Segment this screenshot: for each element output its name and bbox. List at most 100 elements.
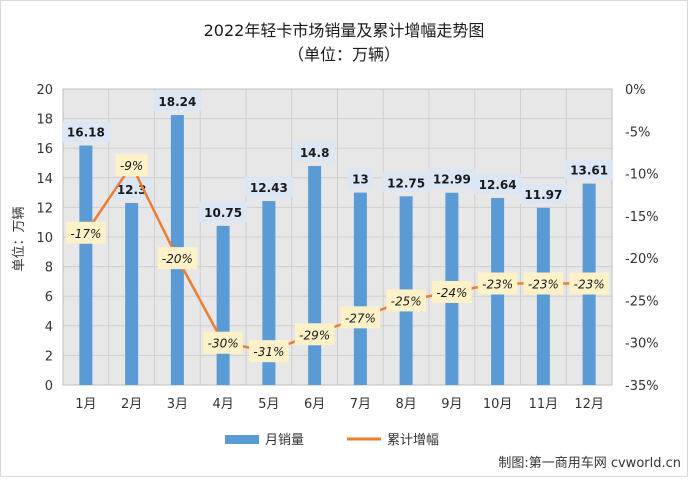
line-series: -17% -9% -20% -30% -31% -29% -27% -25% -24% -23% -… bbox=[66, 154, 609, 363]
bar bbox=[353, 192, 367, 385]
bar-data-label-bg bbox=[473, 173, 522, 194]
bar-data-label-bg bbox=[294, 141, 335, 162]
right-axis: 0% -5% -10% -15% -20% -25% -30% -35% bbox=[625, 83, 659, 394]
x-axis-tick-label: 9月 bbox=[441, 397, 462, 412]
bar-data-label-bg bbox=[244, 177, 293, 198]
line-data-label: -30% bbox=[208, 337, 239, 351]
y-axis-title: 单位：万辆 bbox=[12, 206, 27, 271]
bar bbox=[125, 202, 139, 385]
bar-data-label: 12.99 bbox=[433, 173, 471, 187]
x-axis-tick-label: 1月 bbox=[75, 397, 96, 412]
left-axis-tick-label: 0 bbox=[45, 379, 53, 394]
line-data-label: -24% bbox=[436, 286, 467, 300]
chart-subtitle: （单位：万辆） bbox=[288, 45, 400, 64]
plot-border bbox=[62, 88, 613, 386]
line-data-label: -29% bbox=[299, 328, 330, 342]
bar-data-label-bg bbox=[382, 172, 431, 193]
right-axis-tick-label: -20% bbox=[625, 252, 659, 267]
bar-data-label: 12.3 bbox=[117, 183, 147, 197]
line-data-label: -25% bbox=[391, 294, 422, 308]
bar-data-label: 13 bbox=[352, 173, 369, 187]
left-axis-tick-label: 4 bbox=[45, 320, 53, 335]
line-data-label-bg bbox=[569, 272, 609, 295]
x-axis-tick-label: 10月 bbox=[483, 397, 513, 412]
left-axis-tick-label: 6 bbox=[45, 290, 53, 305]
x-axis-tick-label: 4月 bbox=[212, 397, 233, 412]
x-axis-tick-label: 12月 bbox=[574, 397, 604, 412]
left-axis: 0 2 4 6 8 10 12 14 16 18 20 bbox=[36, 83, 53, 394]
x-axis-tick-label: 8月 bbox=[395, 397, 416, 412]
bar-data-label-bg bbox=[427, 168, 476, 189]
x-axis-tick-label: 3月 bbox=[167, 397, 188, 412]
left-axis-tick-label: 2 bbox=[45, 349, 53, 364]
line-data-label-bg bbox=[157, 247, 198, 270]
left-axis-tick-label: 14 bbox=[36, 172, 53, 187]
bar bbox=[79, 145, 93, 385]
bar-data-label-bg bbox=[347, 168, 373, 189]
grid-lines bbox=[62, 88, 613, 386]
left-axis-tick-label: 16 bbox=[36, 142, 53, 157]
source-credit: 制图:第一商用车网 cvworld.cn bbox=[498, 455, 681, 471]
bar-data-label-bg bbox=[565, 159, 614, 180]
bar-data-label: 11.97 bbox=[524, 188, 562, 202]
left-axis-tick-label: 10 bbox=[36, 231, 53, 246]
left-axis-tick-label: 12 bbox=[36, 201, 53, 216]
right-axis-tick-label: -35% bbox=[625, 379, 659, 394]
line-data-label-bg bbox=[432, 280, 472, 303]
line-data-label: -20% bbox=[162, 252, 193, 266]
x-axis-tick-label: 11月 bbox=[529, 397, 559, 412]
line-data-label-bg bbox=[523, 272, 564, 295]
bar bbox=[536, 207, 550, 385]
line-data-label-bg bbox=[386, 289, 426, 312]
left-axis-tick-label: 20 bbox=[36, 83, 53, 98]
x-axis-tick-label: 7月 bbox=[350, 397, 371, 412]
chart-title: 2022年轻卡市场销量及累计增幅走势图 bbox=[204, 21, 485, 40]
bar-data-label: 16.18 bbox=[67, 126, 105, 140]
legend-line-label: 累计增幅 bbox=[387, 433, 439, 448]
bar bbox=[308, 165, 322, 385]
line-data-label: -27% bbox=[345, 311, 376, 325]
x-axis-tick-label: 2月 bbox=[121, 397, 142, 412]
bar bbox=[216, 225, 230, 385]
bar-data-label: 18.24 bbox=[158, 95, 196, 109]
bar-data-label: 14.8 bbox=[300, 146, 330, 160]
legend: 月销量 累计增幅 bbox=[225, 433, 439, 448]
legend-bar-label: 月销量 bbox=[265, 433, 304, 448]
right-axis-tick-label: -30% bbox=[625, 337, 659, 352]
line-data-label-bg bbox=[203, 331, 243, 354]
legend-bar-swatch bbox=[225, 435, 259, 444]
bar-data-label: 13.61 bbox=[570, 164, 608, 178]
line-data-label: -9% bbox=[120, 159, 143, 173]
line-data-label-bg bbox=[66, 221, 106, 244]
line-data-label-bg bbox=[294, 323, 335, 346]
bar-data-label: 10.75 bbox=[204, 206, 242, 220]
bar-data-label-bg bbox=[61, 121, 110, 142]
bar-data-label-bg bbox=[519, 183, 568, 204]
line-data-label-bg bbox=[115, 154, 148, 177]
bar-data-label-bg bbox=[199, 201, 248, 222]
right-axis-tick-label: -5% bbox=[625, 125, 650, 140]
left-axis-tick-label: 18 bbox=[36, 113, 53, 128]
line-data-label: -23% bbox=[482, 278, 513, 292]
line-data-label: -17% bbox=[70, 227, 101, 241]
x-axis-tick-label: 5月 bbox=[258, 397, 279, 412]
bar bbox=[262, 201, 276, 385]
right-axis-tick-label: -15% bbox=[625, 210, 659, 225]
bar-data-label: 12.75 bbox=[387, 176, 425, 190]
line-data-label-bg bbox=[340, 306, 381, 329]
line-data-label-bg bbox=[249, 340, 289, 363]
bar-data-label-bg bbox=[153, 91, 202, 112]
left-axis-tick-label: 8 bbox=[45, 261, 53, 276]
line-data-label: -23% bbox=[528, 278, 559, 292]
line-data-label-bg bbox=[477, 272, 518, 295]
right-axis-tick-label: -10% bbox=[625, 168, 659, 183]
right-axis-tick-label: 0% bbox=[625, 83, 646, 98]
x-axis-tick-label: 6月 bbox=[304, 397, 325, 412]
right-axis-tick-label: -25% bbox=[625, 294, 659, 309]
bar-data-label: 12.43 bbox=[250, 181, 288, 195]
line-data-label: -23% bbox=[574, 278, 605, 292]
x-axis: 1月 2月 3月 4月 5月 6月 7月 8月 9月 10月 11月 12月 bbox=[75, 397, 604, 412]
bar-data-label: 12.64 bbox=[479, 178, 517, 192]
